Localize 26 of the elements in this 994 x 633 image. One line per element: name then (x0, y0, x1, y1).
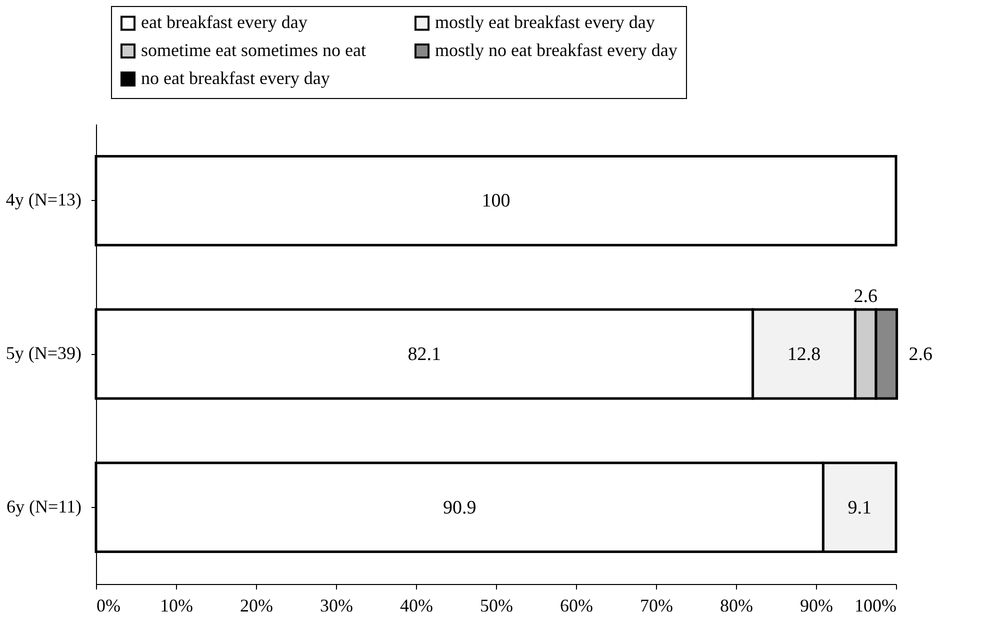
data-label: 100 (482, 190, 510, 212)
x-tick-label: 100% (854, 596, 896, 616)
x-tick-label: 70% (640, 596, 673, 616)
x-tick-label: 50% (480, 596, 513, 616)
data-label: 9.1 (848, 497, 872, 518)
x-tick-label: 80% (720, 596, 753, 616)
legend-label: eat breakfast every day (141, 12, 308, 32)
y-tick-label: 6y (N=11) (6, 496, 82, 516)
y-tick-label: 4y (N=13) (6, 190, 82, 210)
x-tick-label: 30% (320, 596, 353, 616)
data-label: 2.6 (854, 286, 878, 307)
x-tick-label: 60% (560, 596, 593, 616)
x-tick-label: 40% (400, 596, 433, 616)
x-tick-label: 10% (160, 596, 193, 616)
legend-label: mostly eat breakfast every day (435, 12, 655, 32)
legend-label: no eat breakfast every day (141, 68, 330, 88)
x-tick-label: 20% (240, 596, 273, 616)
legend-label: sometime eat sometimes no eat (141, 40, 366, 60)
data-label: 82.1 (408, 344, 442, 365)
y-tick-label: 5y (N=39) (6, 343, 82, 363)
data-label: 90.9 (442, 497, 476, 518)
x-tick-label: 90% (800, 596, 833, 616)
x-tick-label: 0% (96, 596, 120, 616)
legend-label: mostly no eat breakfast every day (435, 40, 678, 60)
data-label: 2.6 (908, 344, 933, 365)
data-label: 12.8 (787, 344, 821, 365)
